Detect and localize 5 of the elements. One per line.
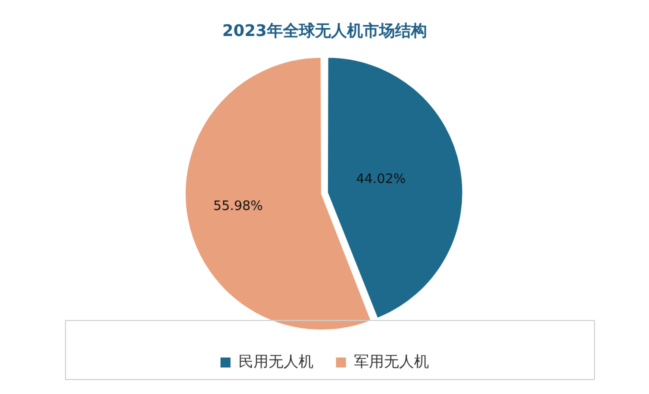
legend-label: 军用无人机 xyxy=(354,352,429,370)
legend-label: 民用无人机 xyxy=(238,352,314,370)
chart-title: 2023年全球无人机市场结构 xyxy=(222,20,427,40)
data-label: 44.02% xyxy=(356,172,406,187)
data-label: 55.98% xyxy=(213,199,263,214)
